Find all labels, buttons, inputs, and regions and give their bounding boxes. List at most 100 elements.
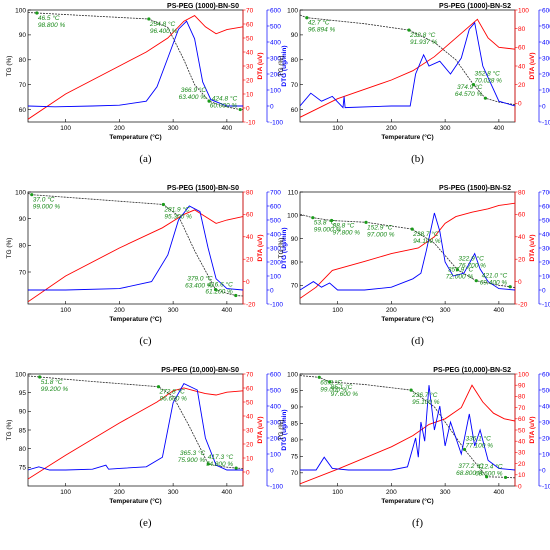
dtg-tick-label: 0: [542, 287, 546, 294]
tg-tick-label: 80: [19, 57, 27, 64]
step-annotation: 95.100 %: [412, 399, 440, 406]
dta-tick-label: 20: [518, 461, 526, 468]
step-annotation: 74.800 %: [206, 461, 234, 468]
step-annotation: 357.9 °C: [448, 266, 474, 274]
dtg-tick-label: 100: [270, 273, 281, 280]
tg-tick-label: 95: [291, 388, 299, 395]
tg-tick-label: 70: [19, 82, 27, 89]
tg-tick-label: 100: [287, 7, 298, 14]
dta-axis-label: DTA (uV): [257, 234, 264, 261]
dtg-axis-label: DTG (ug/min): [281, 409, 288, 450]
tg-tick-label: 70: [291, 82, 299, 89]
dtg-tick-label: 0: [542, 103, 546, 110]
x-axis-label: Temperature (°C): [381, 133, 433, 141]
dta-tick-label: 0: [518, 279, 522, 286]
tg-tick-label: 90: [291, 32, 299, 39]
tg-tick-label: 90: [19, 409, 27, 416]
x-axis-label: Temperature (°C): [109, 315, 161, 323]
tg-series-line: [300, 375, 515, 479]
tg-series-line: [300, 14, 515, 105]
x-tick-label: 300: [168, 125, 179, 132]
dta-series-line: [300, 384, 515, 485]
tg-step-marker: [305, 16, 309, 20]
dtg-tick-label: 0: [270, 467, 274, 474]
tg-axis-label: TG (%): [278, 56, 285, 77]
x-tick-label: 100: [332, 489, 343, 496]
dta-tick-label: 60: [246, 385, 254, 392]
tg-tick-label: 110: [288, 189, 299, 196]
tg-series-line: [28, 375, 243, 469]
dtg-tick-label: -100: [270, 301, 283, 308]
tg-tick-label: 90: [291, 404, 299, 411]
dta-axis-label: DTA (uV): [257, 52, 264, 79]
step-annotation: 51.8 °C: [41, 378, 63, 386]
tg-tick-label: 90: [291, 236, 299, 243]
dta-tick-label: 50: [246, 399, 254, 406]
dtg-tick-label: 500: [542, 23, 550, 30]
panel-label: (c): [139, 335, 152, 347]
step-annotation: 99.000 %: [320, 386, 348, 393]
panel-label: (d): [411, 335, 424, 347]
step-annotation: 272.8 °C: [159, 388, 186, 396]
tg-series-line: [300, 213, 515, 289]
dta-tick-label: 40: [246, 49, 254, 56]
dtg-tick-label: 200: [270, 259, 281, 266]
step-annotation: 69.400 %: [480, 280, 508, 287]
dta-tick-label: 50: [246, 35, 254, 42]
dta-tick-label: -20: [518, 301, 528, 308]
step-annotation: 96.400 %: [150, 28, 178, 35]
step-annotation: 99.200 %: [41, 386, 69, 393]
step-annotation: 65.8 °C: [320, 378, 342, 386]
dta-tick-label: 20: [246, 77, 254, 84]
tg-axis-label: TG (%): [6, 420, 13, 441]
step-annotation: 46.5 °C: [38, 14, 60, 22]
tg-tick-label: 100: [287, 213, 298, 220]
dtg-tick-label: 400: [270, 403, 281, 410]
dtg-tick-label: 600: [270, 203, 281, 210]
tg-step-marker: [503, 475, 508, 480]
dtg-tick-label: 0: [270, 287, 274, 294]
dta-tick-label: 30: [246, 427, 254, 434]
step-annotation: 91.937 %: [410, 39, 438, 46]
dtg-tick-label: -100: [542, 301, 550, 308]
tg-tick-label: 85: [291, 421, 299, 428]
step-annotation: 77.100 %: [466, 442, 494, 449]
x-tick-label: 400: [221, 489, 232, 496]
dtg-tick-label: 500: [270, 23, 281, 30]
step-annotation: 37.0 °C: [33, 196, 55, 204]
tg-tick-label: 70: [291, 283, 299, 290]
tg-step-marker: [407, 28, 411, 32]
step-annotation: 96.600 %: [160, 396, 188, 403]
x-tick-label: 400: [221, 307, 232, 314]
dta-tick-label: 70: [518, 405, 526, 412]
tg-tick-label: 100: [15, 371, 26, 378]
step-annotation: 61.200 %: [205, 288, 233, 295]
x-tick-label: 400: [493, 307, 504, 314]
step-annotation: 63.400 %: [185, 283, 213, 290]
step-annotation: 60.000 %: [210, 103, 238, 110]
tg-step-marker: [410, 227, 414, 231]
x-tick-label: 100: [332, 307, 343, 314]
dta-tick-label: 10: [246, 455, 254, 462]
tg-step-marker: [234, 293, 238, 298]
dta-tick-label: 40: [518, 234, 526, 241]
dta-tick-label: 20: [246, 257, 254, 264]
tg-axis-label: TG (%): [278, 420, 285, 441]
dta-tick-label: 0: [246, 469, 250, 476]
tg-tick-label: 70: [19, 269, 27, 276]
tg-step-marker: [213, 288, 218, 292]
tg-step-marker: [206, 462, 210, 466]
tg-step-marker: [364, 220, 368, 224]
x-tick-label: 100: [60, 489, 71, 496]
tg-step-marker: [330, 218, 334, 223]
dtg-tick-label: 100: [542, 273, 550, 280]
x-tick-label: 100: [332, 125, 343, 132]
tg-tick-label: 90: [19, 216, 27, 223]
chart-title: PS-PEG (1500)-BN-S2: [439, 185, 511, 192]
dtg-tick-label: 400: [270, 231, 281, 238]
dta-tick-label: 40: [246, 413, 254, 420]
dtg-series-line: [300, 21, 515, 109]
dtg-tick-label: 100: [270, 451, 281, 458]
dta-series-line: [300, 202, 515, 299]
